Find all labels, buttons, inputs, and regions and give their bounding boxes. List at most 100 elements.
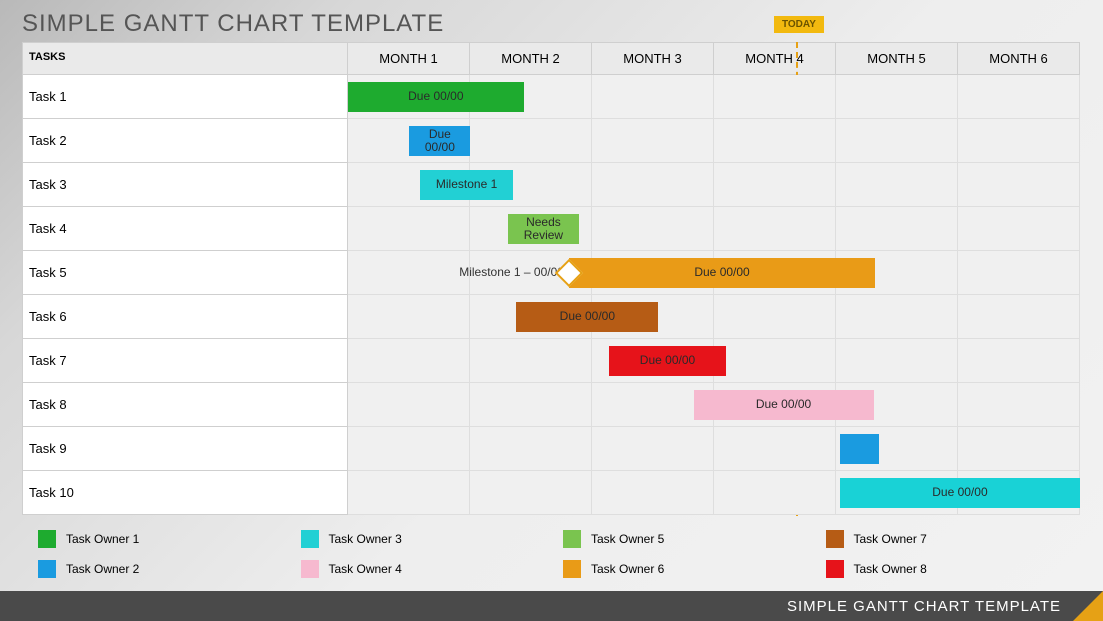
track-cell xyxy=(348,427,470,471)
track-cell xyxy=(592,75,714,119)
track-cell xyxy=(348,471,470,515)
months-header: MONTH 1MONTH 2MONTH 3MONTH 4MONTH 5MONTH… xyxy=(348,42,1080,75)
legend-swatch-icon xyxy=(301,560,319,578)
task-track: Milestone 1 – 00/00 Due 00/00 xyxy=(348,251,1080,295)
legend-label: Task Owner 8 xyxy=(854,562,927,576)
task-label: Task 4 xyxy=(22,207,348,251)
track-cell xyxy=(714,471,836,515)
task-track xyxy=(348,427,1080,471)
track-cell xyxy=(470,339,592,383)
track-cell xyxy=(714,339,836,383)
table-row: Task 4 Needs Review xyxy=(22,207,1080,251)
track-cell xyxy=(958,383,1080,427)
legend-swatch-icon xyxy=(563,530,581,548)
track-cell xyxy=(958,427,1080,471)
track-cell xyxy=(836,119,958,163)
gantt-bar[interactable]: Milestone 1 xyxy=(420,170,514,200)
month-header-cell: MONTH 6 xyxy=(958,42,1080,75)
track-cell xyxy=(592,207,714,251)
legend-item: Task Owner 3 xyxy=(301,530,554,548)
legend-item: Task Owner 2 xyxy=(38,560,291,578)
table-row: Task 2Due 00/00 xyxy=(22,119,1080,163)
track-cell xyxy=(958,163,1080,207)
track-cell xyxy=(348,295,470,339)
gantt-bar[interactable] xyxy=(840,434,879,464)
track-cell xyxy=(836,75,958,119)
track-cell xyxy=(470,471,592,515)
task-track: Due 00/00 xyxy=(348,471,1080,515)
legend-label: Task Owner 4 xyxy=(329,562,402,576)
task-track: Due 00/00 xyxy=(348,119,1080,163)
track-cell xyxy=(348,339,470,383)
track-cell xyxy=(592,163,714,207)
legend-item: Task Owner 1 xyxy=(38,530,291,548)
track-cell xyxy=(714,295,836,339)
table-row: Task 7Due 00/00 xyxy=(22,339,1080,383)
track-cell xyxy=(836,295,958,339)
gantt-bar[interactable]: Needs Review xyxy=(508,214,580,244)
track-cell xyxy=(836,339,958,383)
track-cell xyxy=(470,119,592,163)
task-label: Task 3 xyxy=(22,163,348,207)
legend-item: Task Owner 6 xyxy=(563,560,816,578)
task-label: Task 10 xyxy=(22,471,348,515)
track-cell xyxy=(714,207,836,251)
milestone-label: Milestone 1 – 00/00 xyxy=(459,265,564,279)
table-row: Task 10 Due 00/00 xyxy=(22,471,1080,515)
month-header-cell: MONTH 3 xyxy=(592,42,714,75)
gantt-rows: Task 1Due 00/00Task 2Due 00/00Task 3Mile… xyxy=(22,75,1080,515)
tasks-column-header: TASKS xyxy=(22,42,348,75)
legend-item: Task Owner 8 xyxy=(826,560,1079,578)
track-cell xyxy=(348,251,470,295)
track-cell xyxy=(958,295,1080,339)
legend-label: Task Owner 1 xyxy=(66,532,139,546)
task-label: Task 6 xyxy=(22,295,348,339)
today-flag: TODAY xyxy=(774,16,824,33)
track-cell xyxy=(958,251,1080,295)
task-track: Due 00/00 xyxy=(348,339,1080,383)
gantt-bar[interactable]: Due 00/00 xyxy=(694,390,874,420)
track-cell xyxy=(714,119,836,163)
legend-label: Task Owner 6 xyxy=(591,562,664,576)
legend-swatch-icon xyxy=(826,530,844,548)
track-cell xyxy=(592,427,714,471)
track-cell xyxy=(714,427,836,471)
track-cell xyxy=(470,383,592,427)
month-header-cell: MONTH 1 xyxy=(348,42,470,75)
table-row: Task 5Milestone 1 – 00/00Due 00/00 xyxy=(22,251,1080,295)
footer-accent-icon xyxy=(1073,591,1103,621)
gantt-bar[interactable]: Due 00/00 xyxy=(840,478,1080,508)
track-cell xyxy=(348,383,470,427)
gantt-bar[interactable]: Due 00/00 xyxy=(609,346,727,376)
gantt-bar[interactable]: Due 00/00 xyxy=(569,258,875,288)
month-header-cell: MONTH 2 xyxy=(470,42,592,75)
table-row: Task 1Due 00/00 xyxy=(22,75,1080,119)
legend-label: Task Owner 7 xyxy=(854,532,927,546)
track-cell xyxy=(958,339,1080,383)
legend-swatch-icon xyxy=(301,530,319,548)
legend-item: Task Owner 4 xyxy=(301,560,554,578)
gantt-bar[interactable]: Due 00/00 xyxy=(409,126,470,156)
task-label: Task 8 xyxy=(22,383,348,427)
track-cell xyxy=(958,119,1080,163)
legend-label: Task Owner 2 xyxy=(66,562,139,576)
gantt-bar[interactable]: Due 00/00 xyxy=(348,82,524,112)
month-header-cell: MONTH 4 xyxy=(714,42,836,75)
task-track: Needs Review xyxy=(348,207,1080,251)
footer-bar: SIMPLE GANTT CHART TEMPLATE xyxy=(0,591,1103,621)
legend-swatch-icon xyxy=(826,560,844,578)
legend-label: Task Owner 3 xyxy=(329,532,402,546)
table-row: Task 9 xyxy=(22,427,1080,471)
legend-label: Task Owner 5 xyxy=(591,532,664,546)
chart-header: TASKS MONTH 1MONTH 2MONTH 3MONTH 4MONTH … xyxy=(22,42,1080,75)
task-track: Due 00/00 xyxy=(348,383,1080,427)
track-cell xyxy=(592,119,714,163)
track-cell xyxy=(958,75,1080,119)
table-row: Task 3 Milestone 1 xyxy=(22,163,1080,207)
legend-swatch-icon xyxy=(38,530,56,548)
table-row: Task 6 Due 00/00 xyxy=(22,295,1080,339)
gantt-bar[interactable]: Due 00/00 xyxy=(516,302,658,332)
task-track: Due 00/00 xyxy=(348,75,1080,119)
task-track: Due 00/00 xyxy=(348,295,1080,339)
footer-title: SIMPLE GANTT CHART TEMPLATE xyxy=(787,598,1061,615)
